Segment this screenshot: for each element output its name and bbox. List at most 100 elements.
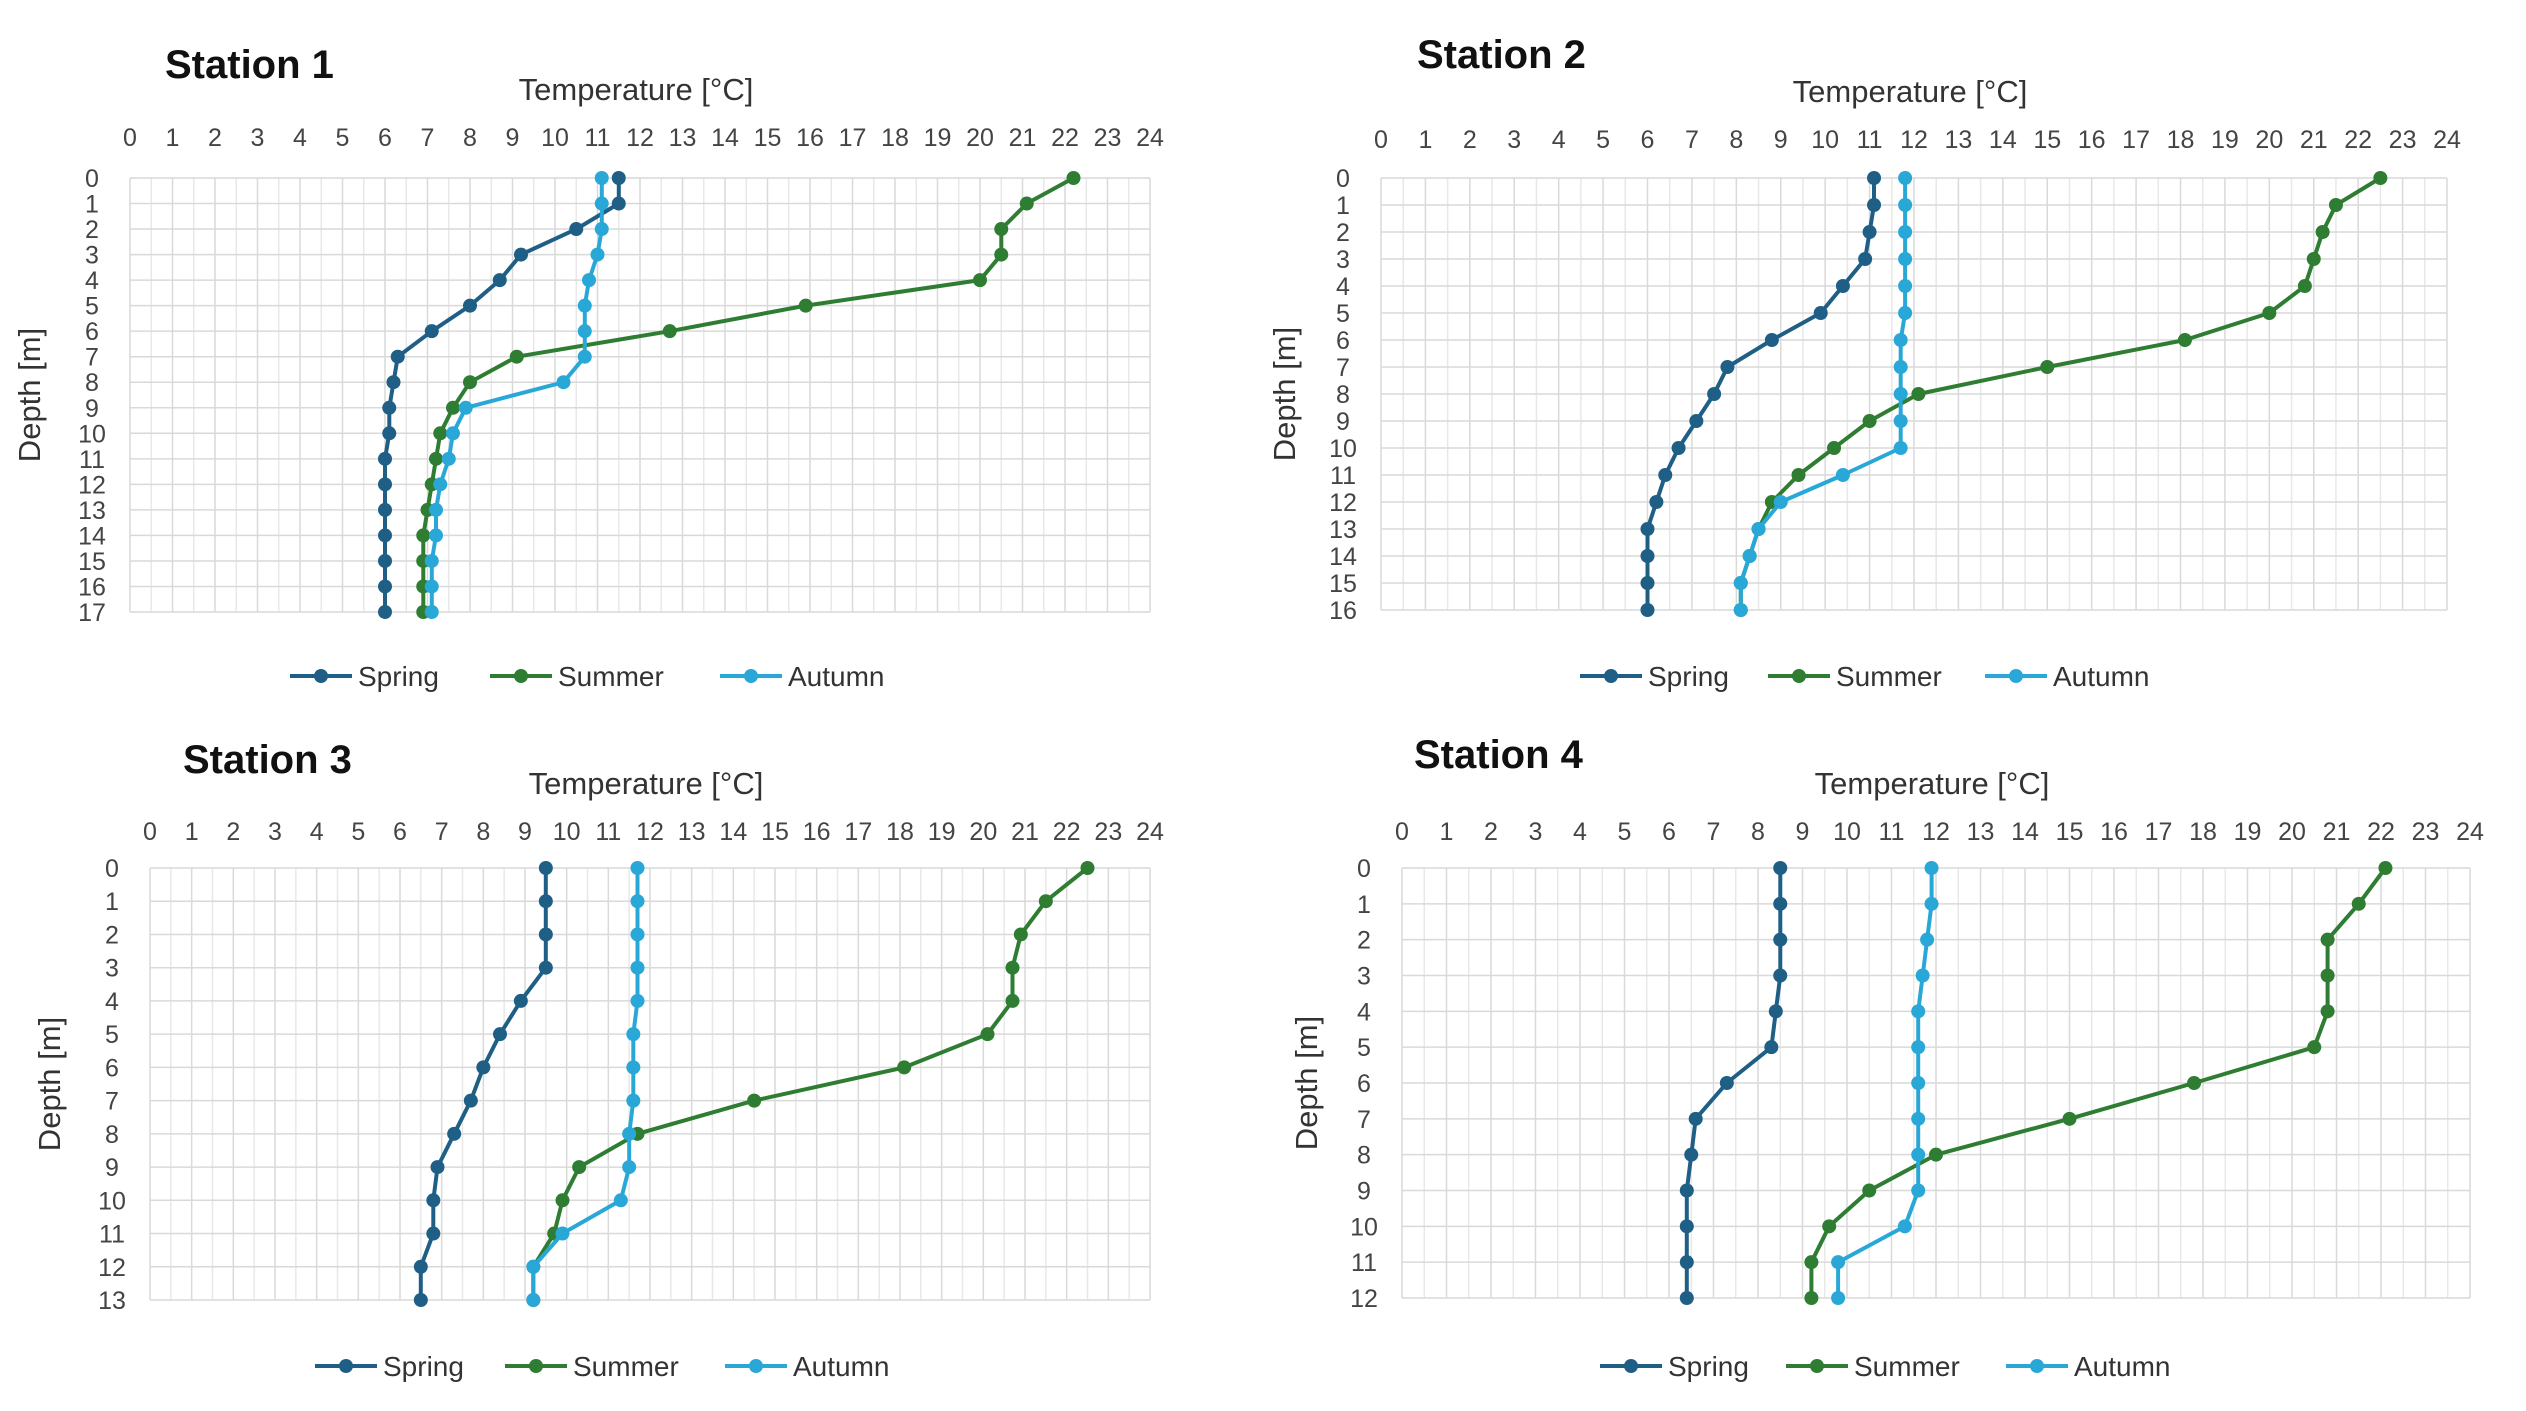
- data-point-spring: [1835, 279, 1850, 293]
- x-tick-label: 10: [1833, 818, 1861, 846]
- x-tick-label: 3: [1529, 818, 1543, 846]
- legend-label-summer: Summer: [558, 661, 664, 692]
- x-tick-label: 2: [208, 124, 222, 152]
- data-point-autumn: [1911, 1111, 1926, 1126]
- x-tick-label: 19: [2211, 126, 2239, 154]
- data-point-autumn: [556, 375, 571, 390]
- data-point-summer: [2320, 1004, 2335, 1019]
- data-point-autumn: [622, 1160, 637, 1175]
- data-point-spring: [1720, 360, 1735, 374]
- x-tick-label: 20: [2278, 818, 2306, 846]
- x-tick-label: 24: [1136, 818, 1164, 846]
- data-point-summer: [2297, 279, 2312, 293]
- x-tick-label: 6: [1641, 126, 1655, 154]
- x-tick-label: 20: [969, 818, 997, 846]
- data-point-spring: [538, 960, 553, 975]
- data-point-summer: [509, 349, 524, 364]
- x-tick-label: 21: [2300, 126, 2328, 154]
- data-point-spring: [1640, 522, 1655, 536]
- data-point-spring: [493, 1027, 507, 1042]
- y-tick-label: 4: [85, 267, 99, 295]
- series-spring: [413, 861, 553, 1307]
- data-point-spring: [514, 247, 528, 262]
- data-point-spring: [1707, 387, 1722, 401]
- y-tick-label: 6: [85, 318, 99, 346]
- data-point-spring: [463, 298, 477, 313]
- data-point-autumn: [424, 605, 439, 619]
- x-tick-label: 12: [1900, 126, 1928, 154]
- data-point-summer: [555, 1193, 570, 1208]
- data-point-summer: [1929, 1147, 1943, 1162]
- data-point-summer: [897, 1060, 912, 1075]
- series-autumn: [424, 171, 609, 619]
- x-tick-label: 20: [966, 124, 994, 152]
- data-point-spring: [1773, 932, 1788, 947]
- y-tick-label: 8: [85, 369, 99, 397]
- data-point-summer: [416, 528, 431, 543]
- x-tick-label: 13: [1945, 126, 1973, 154]
- x-tick-label: 7: [421, 124, 435, 152]
- data-point-spring: [1862, 225, 1877, 239]
- x-tick-label: 15: [761, 818, 789, 846]
- y-tick-label: 12: [1350, 1285, 1378, 1313]
- x-tick-label: 8: [1751, 818, 1765, 846]
- legend: Spring Summer Autumn: [1600, 1351, 2171, 1382]
- data-point-spring: [382, 400, 397, 415]
- y-axis-title: Depth [m]: [1267, 327, 1302, 461]
- data-point-autumn: [613, 1193, 628, 1208]
- data-point-spring: [382, 426, 397, 441]
- data-point-autumn: [1924, 896, 1939, 911]
- x-tick-label: 9: [1796, 818, 1810, 846]
- y-tick-label: 2: [105, 921, 119, 949]
- data-point-spring: [378, 477, 392, 492]
- legend-label-summer: Summer: [1836, 661, 1942, 692]
- x-tick-label: 5: [336, 124, 350, 152]
- data-point-summer: [1066, 171, 1081, 185]
- x-tick-label: 6: [1662, 818, 1676, 846]
- x-tick-label: 2: [1484, 818, 1498, 846]
- data-point-spring: [1867, 171, 1882, 185]
- data-point-autumn: [594, 171, 609, 185]
- x-tick-label: 21: [1011, 818, 1039, 846]
- data-point-autumn: [1898, 306, 1913, 320]
- y-tick-label: 5: [85, 293, 99, 321]
- data-point-autumn: [630, 894, 645, 909]
- x-tick-label: 11: [585, 124, 611, 152]
- x-tick-label: 22: [1053, 818, 1081, 846]
- data-point-summer: [994, 222, 1009, 237]
- data-point-summer: [1822, 1219, 1837, 1234]
- data-point-spring: [1640, 549, 1655, 563]
- x-tick-label: 24: [1136, 124, 1164, 152]
- x-tick-label: 23: [1094, 818, 1122, 846]
- data-point-spring: [413, 1259, 428, 1274]
- y-tick-label: 7: [105, 1088, 119, 1116]
- legend-marker-spring: [1604, 669, 1618, 683]
- data-point-spring: [390, 349, 405, 364]
- y-tick-label: 15: [1329, 570, 1357, 598]
- x-tick-label: 16: [803, 818, 831, 846]
- y-tick-label: 13: [98, 1287, 126, 1315]
- x-tick-label: 19: [2234, 818, 2262, 846]
- y-tick-label: 8: [105, 1121, 119, 1149]
- legend-label-spring: Spring: [1648, 661, 1729, 692]
- data-point-summer: [2373, 171, 2388, 185]
- x-tick-label: 15: [2056, 818, 2084, 846]
- y-tick-label: 10: [1329, 435, 1357, 463]
- y-tick-label: 5: [1357, 1034, 1371, 1062]
- data-point-spring: [1679, 1255, 1694, 1270]
- chart-title: Station 2: [1417, 33, 1586, 77]
- series-spring: [1679, 861, 1788, 1305]
- data-point-summer: [2320, 932, 2335, 947]
- data-point-autumn: [590, 247, 605, 262]
- x-tick-label: 2: [226, 818, 240, 846]
- x-tick-label: 23: [2389, 126, 2417, 154]
- legend-marker-spring: [339, 1359, 353, 1373]
- y-tick-label: 10: [78, 420, 106, 448]
- x-tick-label: 10: [553, 818, 581, 846]
- legend-marker-summer: [514, 669, 528, 683]
- data-point-summer: [1013, 927, 1028, 942]
- y-tick-label: 13: [1329, 516, 1357, 544]
- y-tick-label: 2: [1357, 927, 1371, 955]
- data-point-autumn: [582, 273, 596, 288]
